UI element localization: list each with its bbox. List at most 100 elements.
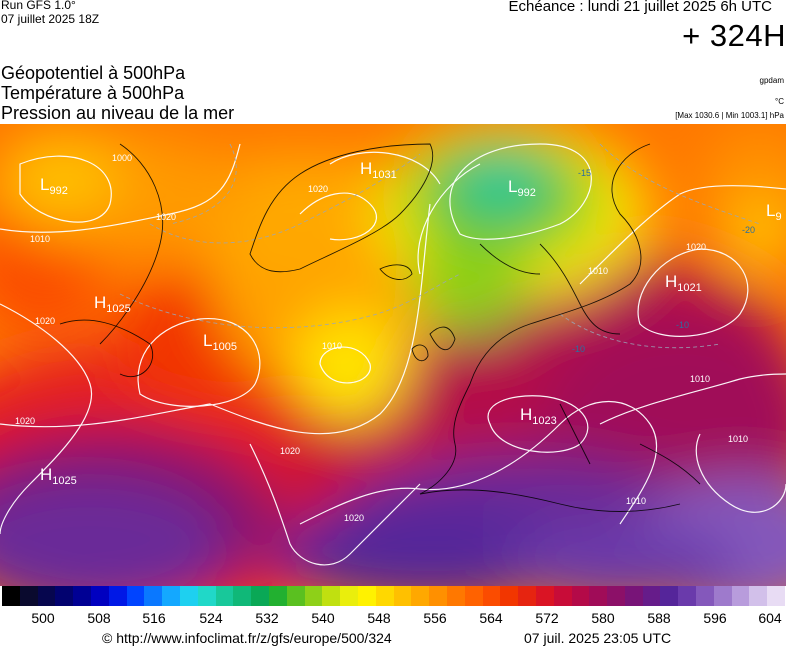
colorbar-cell	[393, 586, 412, 606]
pressure-center-low: L1005	[203, 331, 237, 353]
pressure-center-low: L992	[508, 177, 536, 199]
colorbar-tick: 532	[255, 610, 279, 626]
isobar-label: 1010	[690, 374, 710, 384]
colorbar-cell	[571, 586, 590, 606]
isobar-label: 1010	[626, 496, 646, 506]
colorbar-cell	[268, 586, 287, 606]
colorbar-cell	[340, 586, 358, 606]
colorbar-cell	[535, 586, 554, 606]
colorbar-tick: 588	[647, 610, 671, 626]
colorbar-cell	[482, 586, 501, 606]
isobar-label: 1020	[280, 446, 300, 456]
pressure-center-high: H1025	[94, 293, 131, 315]
colorbar-cell	[357, 586, 376, 606]
model-run-title: Run GFS 1.0°	[1, 0, 76, 12]
pressure-center-high: H1021	[665, 272, 702, 294]
colorbar-tick: 572	[535, 610, 559, 626]
pressure-center-low: L992	[40, 175, 68, 197]
unit-temperature: °C	[775, 97, 784, 106]
colorbar-tick: 556	[423, 610, 447, 626]
colorbar-cell	[767, 586, 786, 606]
colorbar-tick: 516	[142, 610, 166, 626]
colorbar-cell	[251, 586, 269, 606]
variable-temperature: Température à 500hPa	[1, 83, 185, 103]
colorbar-cell	[518, 586, 536, 606]
colorbar-cell	[162, 586, 180, 606]
forecast-valid-time: Echéance : lundi 21 juillet 2025 6h UTC	[508, 0, 773, 15]
colorbar-cell	[215, 586, 234, 606]
geopotential-colorbar	[2, 586, 786, 606]
colorbar-tick: 596	[703, 610, 727, 626]
colorbar-cell	[713, 586, 732, 606]
isobar-label: 1010	[30, 234, 50, 244]
colorbar-tick: 540	[311, 610, 335, 626]
colorbar-cell	[411, 586, 430, 606]
isobar-label: 1020	[156, 212, 176, 222]
colorbar-cell	[446, 586, 465, 606]
colorbar-cell	[144, 586, 163, 606]
colorbar-cell	[660, 586, 679, 606]
colorbar-cell	[731, 586, 750, 606]
colorbar-cell	[197, 586, 216, 606]
colorbar-cell	[624, 586, 643, 606]
colorbar-tick: 580	[591, 610, 615, 626]
colorbar-cell	[678, 586, 697, 606]
colorbar-tick: 604	[758, 610, 782, 626]
colorbar-cell	[607, 586, 625, 606]
isobar-label: 1020	[308, 184, 328, 194]
isobar-label: 1020	[35, 316, 55, 326]
colorbar-cell	[304, 586, 323, 606]
colorbar-cell	[696, 586, 714, 606]
colorbar-tick: 524	[199, 610, 223, 626]
colorbar-cell	[37, 586, 56, 606]
isobar-label: 1010	[588, 266, 608, 276]
source-credit-link[interactable]: © http://www.infoclimat.fr/z/gfs/europe/…	[102, 630, 392, 646]
colorbar-cell	[233, 586, 252, 606]
model-run-date: 07 juillet 2025 18Z	[1, 12, 100, 26]
colorbar-cell	[322, 586, 341, 606]
pressure-center-high: H1025	[40, 465, 77, 487]
colorbar-cell	[642, 586, 661, 606]
variable-geopotential: Géopotentiel à 500hPa	[1, 63, 186, 83]
colorbar-cell	[286, 586, 305, 606]
forecast-map: 1000 1020 1020 1010 1020 1010 1020 1020 …	[0, 124, 786, 586]
colorbar-cell	[90, 586, 109, 606]
colorbar-cell	[429, 586, 447, 606]
isobar-label: 1020	[15, 416, 35, 426]
colorbar-cell	[126, 586, 145, 606]
temperature-label: -10	[676, 320, 689, 330]
generation-timestamp: 07 juil. 2025 23:05 UTC	[524, 630, 672, 646]
colorbar-cell	[589, 586, 608, 606]
pressure-center-high: H1023	[520, 405, 557, 427]
variable-pressure: Pression au niveau de la mer	[1, 103, 235, 123]
colorbar-cell	[464, 586, 483, 606]
colorbar-cell	[500, 586, 519, 606]
colorbar-cell	[19, 586, 38, 606]
colorbar-ticks: 500 508 516 524 532 540 548 556 564 572 …	[0, 610, 786, 628]
unit-geopotential: gpdam	[759, 76, 784, 85]
temperature-label: -20	[742, 225, 755, 235]
colorbar-cell	[73, 586, 91, 606]
colorbar-tick: 548	[367, 610, 391, 626]
colorbar-cell	[55, 586, 74, 606]
isobar-label: 1010	[322, 341, 342, 351]
pressure-center-high: H1031	[360, 159, 397, 181]
isobar-label: 1000	[112, 153, 132, 163]
colorbar-cell	[2, 586, 20, 606]
colorbar-cell	[553, 586, 572, 606]
colorbar-cell	[179, 586, 198, 606]
unit-pressure-range: [Max 1030.6 | Min 1003.1] hPa	[675, 111, 784, 120]
isobar-label: 1010	[728, 434, 748, 444]
colorbar-cell	[375, 586, 394, 606]
forecast-offset: + 324H	[682, 18, 786, 53]
isobar-label: 1020	[344, 513, 364, 523]
temperature-label: -15	[578, 168, 591, 178]
colorbar-tick: 508	[87, 610, 111, 626]
colorbar-cell	[749, 586, 768, 606]
colorbar-tick: 564	[479, 610, 503, 626]
temperature-label: -10	[572, 344, 585, 354]
colorbar-tick: 500	[31, 610, 55, 626]
pressure-center-low: L9	[766, 201, 782, 223]
isobar-label: 1020	[686, 242, 706, 252]
colorbar-cell	[108, 586, 127, 606]
